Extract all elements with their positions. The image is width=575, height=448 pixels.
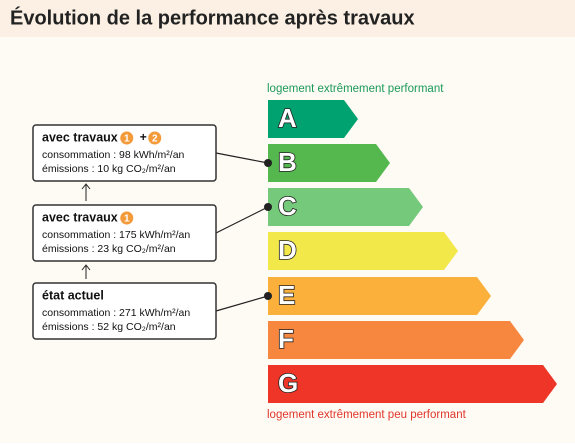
connector (215, 206, 269, 234)
top-label: logement extrêmement performant (267, 83, 444, 95)
energy-bar (268, 188, 423, 226)
class-letter: A (278, 103, 297, 133)
title: Évolution de la performance après travau… (10, 6, 415, 29)
energy-bar (268, 277, 491, 315)
energy-bar (268, 365, 557, 403)
title-bar (0, 0, 575, 37)
energy-bar (268, 100, 358, 138)
connector (215, 152, 269, 164)
emissions: émissions : 10 kg CO₂/m²/an (42, 163, 176, 175)
class-letter: F (278, 324, 294, 354)
badge (148, 131, 162, 145)
energy-bar (268, 232, 458, 270)
step-box (32, 282, 217, 340)
connector-dot (264, 292, 272, 300)
class-letter: E (278, 280, 295, 310)
class-letter: C (278, 191, 297, 221)
badge-joiner: + (140, 130, 147, 144)
connector (215, 295, 269, 312)
class-letter: B (278, 147, 297, 177)
consumption: consommation : 175 kWh/m²/an (42, 229, 190, 241)
emissions: émissions : 52 kg CO₂/m²/an (42, 321, 176, 333)
consumption: consommation : 271 kWh/m²/an (42, 307, 190, 319)
badge-number: 1 (124, 134, 130, 145)
class-letter: D (278, 235, 297, 265)
step-box (32, 204, 217, 262)
emissions: émissions : 23 kg CO₂/m²/an (42, 243, 176, 255)
step-box (32, 124, 217, 182)
consumption: consommation : 98 kWh/m²/an (42, 149, 185, 161)
step-title: avec travaux (42, 210, 118, 224)
badge-number: 2 (152, 134, 158, 145)
energy-bar (268, 144, 390, 182)
arrow-head (81, 264, 91, 271)
badge (120, 131, 134, 145)
step-title: avec travaux (42, 130, 118, 144)
connector-dot (264, 203, 272, 211)
bottom-label: logement extrêmement peu performant (267, 409, 467, 421)
badge-number: 1 (124, 214, 130, 225)
connector-dot (264, 159, 272, 167)
class-letter: G (278, 368, 298, 398)
step-title: état actuel (42, 288, 104, 302)
arrow-head (81, 183, 91, 190)
energy-bar (268, 321, 524, 359)
badge (120, 211, 134, 225)
